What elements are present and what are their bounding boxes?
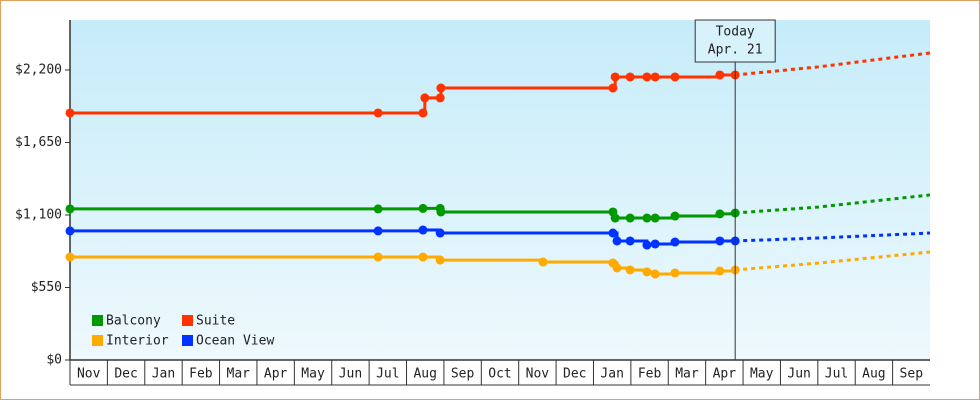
price-point — [650, 269, 660, 279]
price-point — [610, 213, 620, 223]
legend-label: Balcony — [106, 314, 161, 329]
x-tick-label: Apr — [264, 367, 288, 382]
x-tick-label: Jun — [339, 367, 362, 382]
price-point — [715, 70, 725, 80]
forecast-line — [735, 250, 931, 272]
price-point — [435, 228, 445, 238]
y-tick-label: $0 — [46, 353, 62, 368]
price-point — [373, 204, 383, 214]
price-point — [650, 239, 660, 249]
price-point — [608, 228, 618, 238]
price-point — [538, 257, 548, 267]
forecast-line — [735, 51, 931, 77]
price-point — [625, 236, 635, 246]
legend-label: Ocean View — [196, 334, 274, 349]
price-point — [650, 72, 660, 82]
x-tick-label: Feb — [189, 367, 213, 382]
price-point — [418, 108, 428, 118]
x-tick-label: Jan — [600, 367, 623, 382]
x-tick-label: Apr — [713, 367, 737, 382]
x-tick-label: Sep — [451, 367, 475, 382]
x-tick-label: Feb — [638, 367, 662, 382]
x-tick-label: Dec — [563, 367, 586, 382]
x-tick-label: Aug — [413, 367, 436, 382]
price-point — [418, 252, 428, 262]
price-point — [373, 226, 383, 236]
price-point — [625, 265, 635, 275]
x-tick-label: Nov — [77, 367, 101, 382]
price-point — [436, 207, 446, 217]
price-point — [670, 237, 680, 247]
legend-swatch — [182, 315, 193, 326]
today-label: Today — [716, 25, 755, 40]
legend-swatch — [182, 335, 193, 346]
price-point — [65, 252, 75, 262]
x-tick-label: May — [301, 367, 325, 382]
price-point — [642, 267, 652, 277]
price-point — [608, 83, 618, 93]
price-point — [418, 225, 428, 235]
today-date: Apr. 21 — [708, 43, 763, 58]
x-tick-label: Nov — [526, 367, 550, 382]
price-point — [435, 255, 445, 265]
price-point — [670, 72, 680, 82]
price-point — [373, 108, 383, 118]
x-tick-label: Oct — [488, 367, 511, 382]
price-point — [625, 213, 635, 223]
price-point — [650, 213, 660, 223]
price-point — [612, 263, 622, 273]
forecast-line — [735, 231, 931, 243]
price-point — [65, 108, 75, 118]
plot-area — [70, 20, 930, 360]
price-point — [373, 252, 383, 262]
price-point — [715, 236, 725, 246]
y-tick-label: $1,100 — [15, 207, 62, 222]
y-tick-label: $1,650 — [15, 135, 62, 150]
today-box — [694, 19, 776, 63]
legend-swatch — [92, 335, 103, 346]
price-point — [610, 72, 620, 82]
x-tick-label: Aug — [862, 367, 885, 382]
price-point — [418, 203, 428, 213]
price-point — [642, 72, 652, 82]
x-tick-label: Jan — [152, 367, 175, 382]
price-point — [420, 93, 430, 103]
x-tick-label: Mar — [227, 367, 251, 382]
price-point — [612, 236, 622, 246]
legend-swatch — [92, 315, 103, 326]
price-point — [642, 240, 652, 250]
price-point — [435, 93, 445, 103]
price-point — [65, 226, 75, 236]
price-point — [670, 211, 680, 221]
price-point — [670, 268, 680, 278]
x-tick-label: Mar — [675, 367, 699, 382]
price-point — [625, 72, 635, 82]
x-tick-label: Dec — [114, 367, 137, 382]
x-tick-label: Jul — [376, 367, 399, 382]
x-tick-label: Sep — [900, 367, 924, 382]
price-point — [715, 209, 725, 219]
x-tick-label: May — [750, 367, 774, 382]
price-point — [436, 83, 446, 93]
price-point — [715, 266, 725, 276]
price-point — [642, 213, 652, 223]
y-tick-label: $550 — [31, 280, 62, 295]
price-point — [65, 204, 75, 214]
legend-label: Interior — [106, 334, 169, 349]
legend-label: Suite — [196, 314, 235, 329]
forecast-line — [735, 193, 931, 215]
x-tick-label: Jul — [825, 367, 848, 382]
y-tick-label: $2,200 — [15, 62, 62, 77]
x-tick-label: Jun — [787, 367, 810, 382]
